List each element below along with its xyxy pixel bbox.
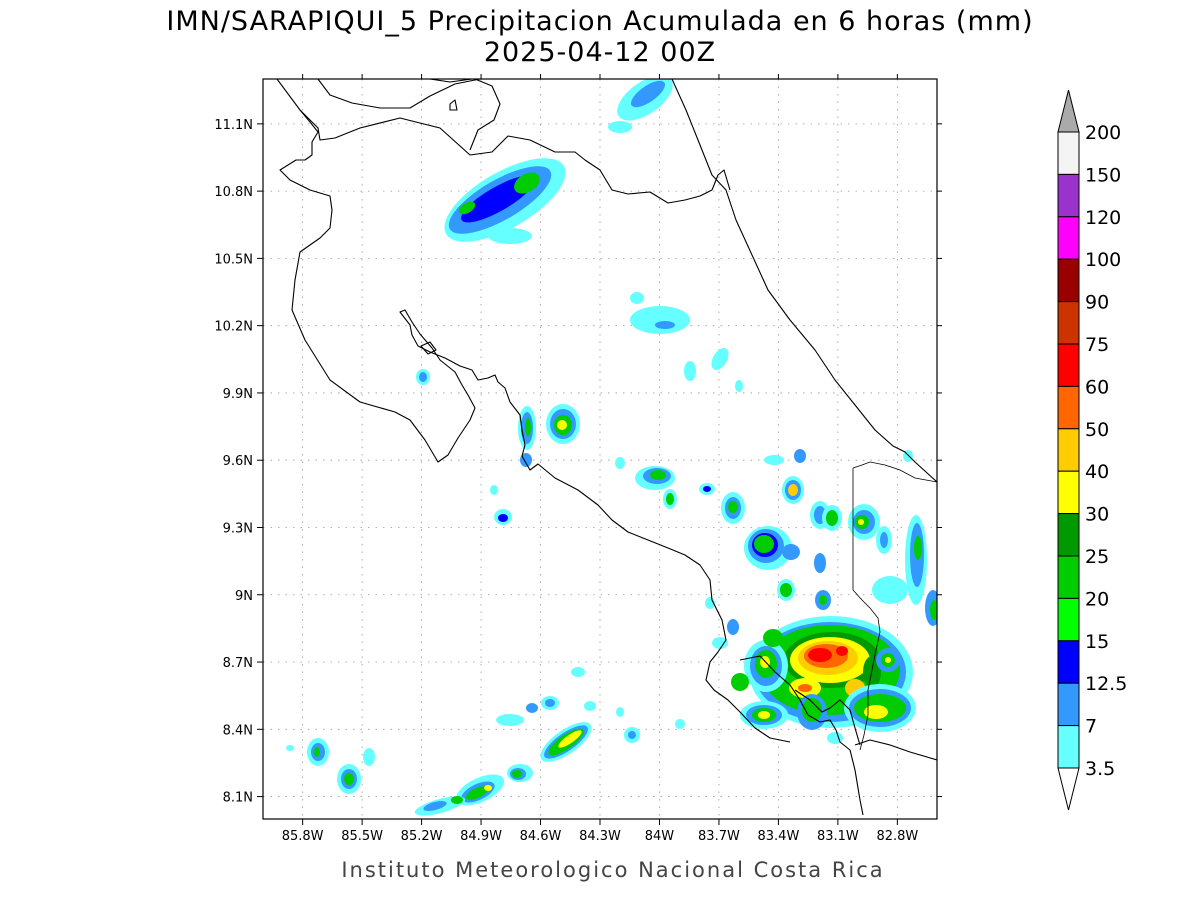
lat-tick-label: 10.2N [214, 320, 253, 335]
lat-tick-label: 10.8N [214, 185, 253, 200]
lon-tick-label: 83.4W [758, 829, 800, 844]
precipitation-field [286, 79, 937, 816]
rain-cell [744, 450, 937, 626]
colorbar-box [1057, 131, 1080, 175]
rain-cell [416, 292, 743, 392]
colorbar-level-label: 120 [1085, 207, 1121, 229]
rain-cell [608, 79, 673, 133]
lat-tick-label: 9N [235, 589, 253, 604]
institution-footer: Instituto Meteorologico Nacional Costa R… [341, 858, 884, 882]
lon-tick-label: 82.8W [876, 829, 918, 844]
colorbar-level-label: 75 [1085, 334, 1109, 356]
colorbar-box [1057, 725, 1080, 769]
colorbar-level-label: 40 [1085, 461, 1109, 483]
lat-tick-label: 9.3N [223, 521, 253, 536]
lon-tick-label: 85.5W [341, 829, 383, 844]
lon-tick-label: 84W [645, 829, 675, 844]
colorbar-level-label: 100 [1085, 249, 1121, 271]
colorbar-over-triangle [1057, 89, 1080, 133]
rain-cell [444, 158, 566, 244]
colorbar-under-triangle [1057, 767, 1080, 811]
lat-tick-label: 11.1N [214, 118, 253, 133]
lon-tick-label: 85.2W [401, 829, 443, 844]
colorbar-box [1057, 597, 1080, 642]
lon-tick-label: 84.6W [520, 829, 562, 844]
lat-tick-label: 10.5N [214, 252, 253, 267]
colorbar-level-label: 12.5 [1085, 673, 1127, 695]
osa-peninsula [739, 655, 864, 816]
rain-cell [286, 667, 685, 816]
lake-nicaragua-north-shore [429, 79, 501, 151]
colorbar-box [1057, 216, 1080, 260]
colorbar-level-label: 15 [1085, 631, 1109, 653]
lon-tick-label: 83.7W [698, 829, 740, 844]
colorbar-box [1057, 301, 1080, 345]
colorbar-box [1057, 343, 1080, 387]
rain-cell [490, 404, 580, 525]
colorbar-level-label: 20 [1085, 588, 1109, 610]
gulf-of-nicoya-island [420, 341, 437, 355]
colorbar-box [1057, 682, 1080, 727]
golfo-dulce [794, 689, 861, 746]
lon-tick-label: 84.3W [579, 829, 621, 844]
nicaragua-costa-rica-border-lake [276, 79, 731, 204]
rain-cell [615, 449, 806, 524]
lon-tick-label: 84.9W [460, 829, 502, 844]
map-panel: 85.8W 85.5W 85.2W 84.9W 84.6W 84.3W 84W 83.7W 83… [214, 74, 942, 844]
map-title-line1: IMN/SARAPIQUI_5 Precipitacion Acumulada … [166, 6, 1033, 37]
coastlines [276, 79, 937, 816]
lat-tick-label: 8.4N [223, 723, 253, 738]
colorbar-box [1057, 385, 1080, 430]
costa-rica-panama-border [852, 461, 937, 751]
colorbar-level-label: 90 [1085, 292, 1109, 314]
colorbar-box [1057, 258, 1080, 303]
colorbar-level-label: 3.5 [1085, 758, 1115, 780]
colorbar-box [1057, 640, 1080, 684]
colorbar-level-label: 7 [1085, 716, 1097, 738]
lon-tick-label: 85.8W [282, 829, 324, 844]
lat-tick-label: 9.6N [223, 454, 253, 469]
lat-tick-label: 9.9N [223, 387, 253, 402]
caribbean-coast [671, 79, 937, 483]
lon-tick-label: 83.1W [817, 829, 859, 844]
colorbar-level-label: 25 [1085, 546, 1109, 568]
lat-tick-label: 8.1N [223, 791, 253, 806]
lake-nicaragua-shore [317, 79, 481, 109]
panama-pacific-coast [854, 739, 937, 761]
colorbar-box [1057, 470, 1080, 515]
colorbar-box [1057, 173, 1080, 218]
guanacaste-pacific-coast [279, 109, 791, 743]
colorbar-box [1057, 513, 1080, 557]
colorbar-level-label: 150 [1085, 164, 1121, 186]
ometepe-island [449, 99, 458, 111]
colorbar-level-label: 30 [1085, 504, 1109, 526]
lat-tick-label: 8.7N [223, 656, 253, 671]
map-title-line2: 2025-04-12 00Z [484, 37, 716, 68]
colorbar-level-label: 200 [1085, 122, 1121, 144]
colorbar-box [1057, 555, 1080, 599]
colorbar-box [1057, 428, 1080, 472]
colorbar: 3.5 7 12.5 15 20 25 30 40 50 60 75 90 100 120 150 200 [1057, 89, 1127, 811]
colorbar-level-label: 60 [1085, 376, 1109, 398]
colorbar-level-label: 50 [1085, 419, 1109, 441]
axis-ticks: 85.8W 85.5W 85.2W 84.9W 84.6W 84.3W 84W 83.7W 83… [214, 74, 942, 844]
